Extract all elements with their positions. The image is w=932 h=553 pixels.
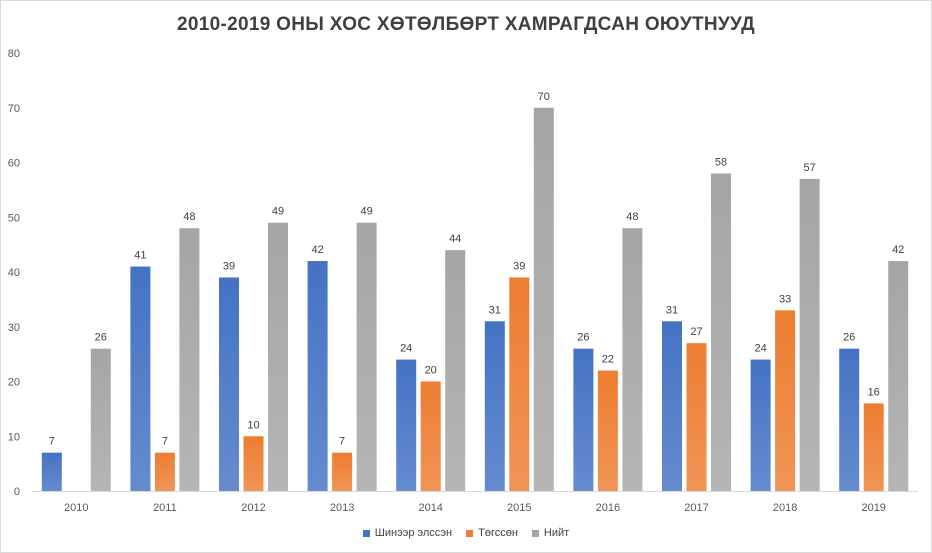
legend-label-graduated: Төгссөн — [478, 527, 518, 539]
data-label: 44 — [449, 233, 461, 245]
x-tick-label: 2011 — [153, 502, 177, 514]
data-label: 7 — [162, 436, 168, 448]
data-label: 26 — [577, 332, 589, 344]
legend-item-new: Шинээр элссэн — [362, 527, 453, 539]
data-label: 27 — [690, 326, 702, 338]
bar-шинээр-элссэн-2011 — [130, 266, 151, 491]
y-tick-label: 30 — [8, 322, 20, 334]
x-tick-label: 2010 — [64, 502, 88, 514]
y-tick-label: 80 — [8, 48, 20, 60]
bar-нийт-2015 — [533, 107, 554, 491]
bar-нийт-2017 — [711, 173, 731, 491]
legend-label-total: Нийт — [543, 527, 570, 539]
bar-шинээр-элссэн-2019 — [839, 348, 860, 491]
y-tick-label: 20 — [8, 377, 20, 389]
bar-төгссөн-2013 — [332, 452, 353, 491]
x-tick-label: 2017 — [684, 502, 708, 514]
data-label: 24 — [400, 343, 412, 355]
data-label: 7 — [49, 436, 55, 448]
bar-нийт-2011 — [179, 228, 200, 491]
legend-item-total: Нийт — [531, 527, 570, 539]
bar-төгссөн-2019 — [863, 403, 884, 491]
bar-төгссөн-2014 — [420, 381, 441, 491]
data-label: 16 — [868, 386, 880, 398]
y-tick-label: 0 — [14, 486, 20, 498]
x-tick-label: 2013 — [330, 502, 354, 514]
y-tick-label: 10 — [8, 431, 20, 443]
x-tick-label: 2018 — [773, 502, 797, 514]
y-tick-label: 50 — [8, 212, 20, 224]
bar-нийт-2014 — [445, 250, 466, 491]
x-tick-label: 2014 — [418, 502, 442, 514]
data-label: 48 — [626, 211, 638, 223]
bar-төгссөн-2018 — [775, 310, 796, 491]
data-label: 42 — [311, 244, 323, 256]
data-label: 57 — [803, 162, 815, 174]
data-label: 58 — [715, 156, 727, 168]
data-label: 31 — [666, 304, 678, 316]
data-label: 49 — [272, 206, 284, 218]
bar-нийт-2016 — [622, 228, 643, 491]
bar-шинээр-элссэн-2012 — [219, 277, 239, 491]
data-label: 20 — [425, 365, 437, 377]
chart-title: 2010-2019 ОНЫ ХОС ХӨТӨЛБӨРТ ХАМРАГДСАН О… — [177, 14, 755, 35]
data-label: 7 — [339, 436, 345, 448]
x-tick-label: 2016 — [596, 502, 620, 514]
data-label: 49 — [360, 206, 372, 218]
bar-төгссөн-2016 — [597, 370, 618, 491]
bar-төгссөн-2012 — [243, 436, 264, 491]
bar-нийт-2010 — [90, 348, 111, 491]
y-tick-label: 70 — [8, 103, 20, 115]
x-tick-label: 2019 — [861, 502, 885, 514]
legend-swatch-new — [362, 529, 370, 537]
y-tick-label: 40 — [8, 267, 20, 279]
data-label: 41 — [134, 250, 146, 262]
bar-төгссөн-2011 — [154, 452, 175, 491]
bar-шинээр-элссэн-2017 — [662, 321, 682, 491]
data-label: 24 — [754, 343, 766, 355]
data-label: 26 — [843, 332, 855, 344]
bar-нийт-2018 — [799, 178, 820, 492]
data-label: 39 — [513, 260, 525, 272]
legend-swatch-total — [531, 529, 539, 537]
bar-нийт-2013 — [356, 222, 377, 491]
bar-төгссөн-2015 — [509, 277, 530, 491]
bar-төгссөн-2017 — [686, 343, 707, 491]
bar-нийт-2019 — [888, 261, 909, 491]
legend-swatch-graduated — [466, 529, 474, 537]
bar-нийт-2012 — [268, 222, 288, 491]
data-label: 39 — [223, 260, 235, 272]
bar-шинээр-элссэн-2015 — [484, 321, 505, 491]
x-tick-label: 2015 — [507, 502, 531, 514]
legend-item-graduated: Төгссөн — [466, 527, 518, 539]
x-tick-label: 2012 — [241, 502, 265, 514]
data-label: 10 — [247, 419, 259, 431]
data-label: 26 — [95, 332, 107, 344]
data-label: 22 — [602, 354, 614, 366]
bar-шинээр-элссэн-2014 — [396, 359, 417, 491]
bar-шинээр-элссэн-2010 — [41, 452, 62, 491]
bar-шинээр-элссэн-2016 — [573, 348, 594, 491]
bar-шинээр-элссэн-2018 — [750, 359, 771, 491]
data-label: 42 — [892, 244, 904, 256]
legend-label-new: Шинээр элссэн — [374, 527, 453, 539]
data-label: 31 — [489, 304, 501, 316]
data-label: 70 — [538, 91, 550, 103]
data-label: 48 — [183, 211, 195, 223]
data-label: 33 — [779, 293, 791, 305]
chart-legend: Шинээр элссэн Төгссөн Нийт — [0, 527, 932, 539]
y-tick-label: 60 — [8, 158, 20, 170]
bar-шинээр-элссэн-2013 — [307, 261, 328, 491]
